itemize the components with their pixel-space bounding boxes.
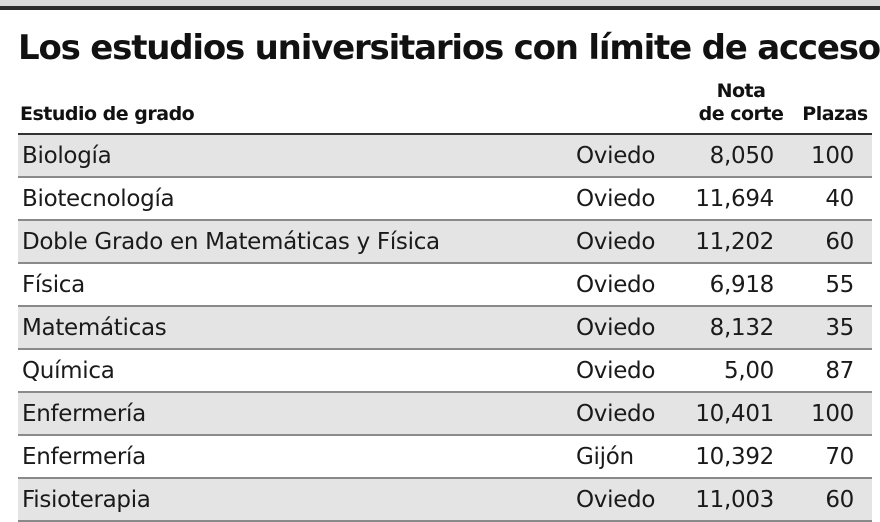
cell-plazas: 100 (811, 143, 854, 169)
cell-nota: 5,00 (723, 358, 774, 384)
cell-campus: Oviedo (576, 272, 656, 298)
cell-plazas: 70 (825, 444, 854, 470)
cell-campus: Oviedo (576, 358, 656, 384)
cell-study: Biología (22, 143, 112, 169)
column-header-plazas: Plazas (802, 103, 868, 125)
table-row: Física Oviedo 6,918 55 (18, 264, 872, 307)
table-row: Biotecnología Oviedo 11,694 40 (18, 178, 872, 221)
page-title: Los estudios universitarios con límite d… (18, 28, 880, 68)
top-dark-rule (0, 6, 880, 10)
cell-nota: 11,694 (695, 186, 774, 212)
cell-plazas: 35 (825, 315, 854, 341)
table-row: Enfermería Oviedo 10,401 100 (18, 393, 872, 436)
top-decorative-rule (0, 0, 880, 6)
table-row: Enfermería Gijón 10,392 70 (18, 436, 872, 479)
cell-study: Física (22, 272, 85, 298)
cell-nota: 10,401 (695, 401, 774, 427)
cell-study: Química (22, 358, 115, 384)
table-row: Matemáticas Oviedo 8,132 35 (18, 307, 872, 350)
cell-nota: 10,392 (695, 444, 774, 470)
cell-campus: Oviedo (576, 401, 656, 427)
column-header-nota-line2: de corte (698, 103, 784, 125)
cell-campus: Oviedo (576, 143, 656, 169)
cell-study: Biotecnología (22, 186, 175, 212)
cell-study: Fisioterapia (22, 487, 151, 513)
column-header-study: Estudio de grado (20, 103, 195, 125)
cell-plazas: 55 (825, 272, 854, 298)
table-row: Doble Grado en Matemáticas y Física Ovie… (18, 221, 872, 264)
cell-campus: Oviedo (576, 186, 656, 212)
cell-campus: Oviedo (576, 229, 656, 255)
cell-study: Enfermería (22, 444, 146, 470)
cell-study: Enfermería (22, 401, 146, 427)
table-row: Química Oviedo 5,00 87 (18, 350, 872, 393)
cell-nota: 8,132 (709, 315, 775, 341)
studies-table: Biología Oviedo 8,050 100 Biotecnología … (18, 133, 872, 522)
table-row: Biología Oviedo 8,050 100 (18, 135, 872, 178)
cell-plazas: 40 (825, 186, 854, 212)
cell-nota: 11,202 (695, 229, 774, 255)
cell-campus: Oviedo (576, 487, 656, 513)
cell-study: Matemáticas (22, 315, 167, 341)
cell-plazas: 87 (825, 358, 854, 384)
cell-study: Doble Grado en Matemáticas y Física (22, 229, 440, 255)
cell-plazas: 60 (825, 487, 854, 513)
column-header-nota: Nota de corte (696, 80, 786, 126)
cell-plazas: 60 (825, 229, 854, 255)
cell-nota: 11,003 (695, 487, 774, 513)
table-row: Fisioterapia Oviedo 11,003 60 (18, 479, 872, 522)
cell-campus: Gijón (576, 444, 634, 470)
cell-nota: 6,918 (709, 272, 775, 298)
cell-plazas: 100 (811, 401, 854, 427)
column-header-nota-line1: Nota (716, 80, 766, 102)
cell-nota: 8,050 (709, 143, 775, 169)
table-header: Estudio de grado Nota de corte Plazas (18, 74, 872, 132)
cell-campus: Oviedo (576, 315, 656, 341)
